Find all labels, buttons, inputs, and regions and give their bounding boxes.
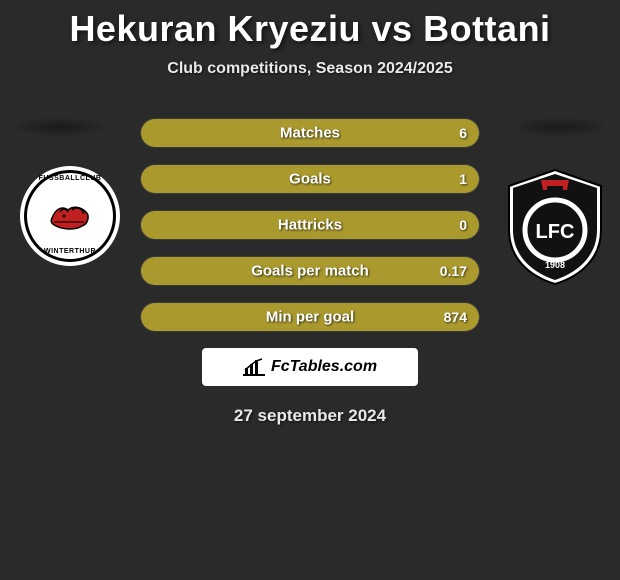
- stat-value-right: 874: [444, 309, 467, 325]
- stat-row: Matches 6: [140, 118, 480, 148]
- svg-text:LFC: LFC: [536, 221, 575, 243]
- club-logo-left-emblem: [42, 188, 98, 244]
- stat-row: Goals per match 0.17: [140, 256, 480, 286]
- club-logo-left-bottom-text: WINTERTHUR: [27, 248, 113, 255]
- stat-value-right: 1: [459, 171, 467, 187]
- comparison-area: FUSSBALLCLUB WINTERTHUR LFC 1908: [0, 118, 620, 426]
- stat-label: Hattricks: [278, 217, 342, 234]
- stat-row: Min per goal 874: [140, 302, 480, 332]
- club-logo-left: FUSSBALLCLUB WINTERTHUR: [20, 166, 120, 266]
- club-logo-left-top-text: FUSSBALLCLUB: [27, 175, 113, 182]
- date-text: 27 september 2024: [0, 406, 620, 426]
- page-title: Hekuran Kryeziu vs Bottani: [0, 0, 620, 50]
- stat-label: Goals per match: [251, 263, 369, 280]
- stats-list: Matches 6 Goals 1 Hattricks 0 Goals per match 0…: [140, 118, 480, 332]
- subtitle: Club competitions, Season 2024/2025: [0, 60, 620, 78]
- stat-label: Min per goal: [266, 309, 354, 326]
- chart-icon: [243, 358, 265, 376]
- shadow-left: [15, 118, 105, 136]
- club-logo-right: LFC 1908: [505, 168, 605, 286]
- stat-value-right: 0: [459, 217, 467, 233]
- stat-value-right: 0.17: [440, 263, 467, 279]
- stat-row: Hattricks 0: [140, 210, 480, 240]
- stat-fill-left: [141, 165, 310, 193]
- stat-value-right: 6: [459, 125, 467, 141]
- stat-row: Goals 1: [140, 164, 480, 194]
- club-logo-left-ring: FUSSBALLCLUB WINTERTHUR: [24, 170, 116, 262]
- svg-text:1908: 1908: [545, 260, 565, 270]
- branding-badge: FcTables.com: [202, 348, 418, 386]
- stat-fill-right: [310, 165, 479, 193]
- branding-text: FcTables.com: [271, 358, 377, 376]
- stat-label: Matches: [280, 125, 340, 142]
- stat-label: Goals: [289, 171, 331, 188]
- shadow-right: [515, 118, 605, 136]
